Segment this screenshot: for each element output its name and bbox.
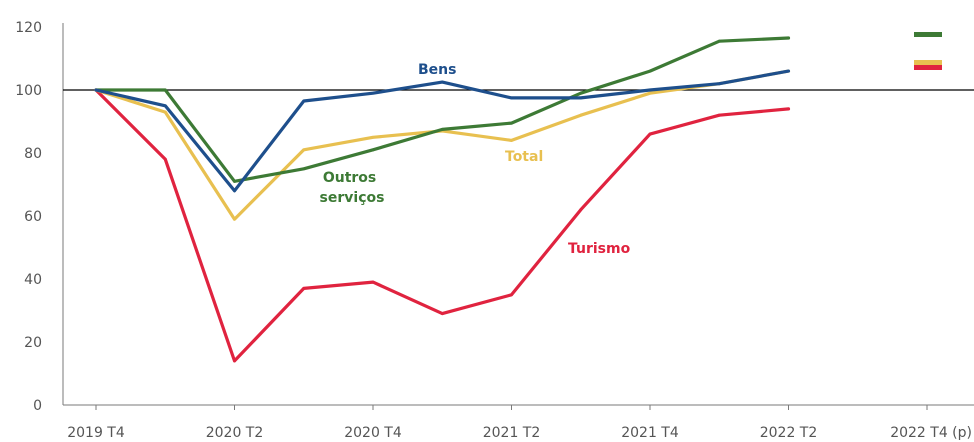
series-line-outros-servi-os: [94, 36, 791, 183]
data-point-turismo: [163, 157, 167, 161]
data-point-outros-servi-os: [510, 121, 513, 125]
data-point-bens: [163, 104, 167, 108]
data-point-turismo: [787, 107, 790, 111]
y-tick-label: 60: [24, 209, 42, 225]
y-tick-label: 0: [33, 398, 42, 414]
data-point-turismo: [233, 359, 236, 363]
data-point-total: [163, 110, 167, 114]
data-point-outros-servi-os: [717, 39, 721, 43]
legend-marker: [914, 60, 942, 65]
data-point-bens: [579, 96, 583, 100]
data-point-turismo: [302, 287, 306, 290]
series-label-turismo: Turismo: [568, 241, 631, 257]
x-tick-label: 2020 T2: [206, 425, 264, 441]
data-point-outros-servi-os: [163, 88, 167, 92]
y-axis: 0 20 40 60 80 100 120: [15, 20, 64, 414]
data-point-bens: [510, 96, 513, 100]
data-point-total: [371, 135, 375, 139]
data-point-turismo: [579, 208, 583, 212]
x-axis: 2019 T4 2020 T2 2020 T4 2021 T2 2021 T4 2022 …: [63, 404, 974, 441]
data-point-total: [648, 91, 652, 95]
y-tick-label: 20: [24, 335, 42, 351]
legend: [914, 32, 942, 70]
data-point-outros-servi-os: [787, 36, 790, 40]
data-point-bens: [302, 99, 306, 103]
legend-marker: [914, 65, 942, 70]
data-point-outros-servi-os: [440, 127, 444, 131]
y-tick-label: 100: [15, 83, 42, 99]
series-label-total: Total: [505, 149, 543, 165]
data-point-turismo: [510, 293, 513, 297]
data-point-bens: [94, 88, 98, 92]
data-point-bens: [787, 69, 790, 73]
data-point-bens: [371, 91, 375, 95]
data-point-bens: [648, 88, 652, 92]
data-point-turismo: [717, 113, 721, 117]
data-point-turismo: [440, 312, 444, 316]
data-point-total: [233, 217, 236, 221]
series-label-outros-servicos: Outros serviços: [320, 170, 385, 206]
data-point-turismo: [648, 132, 652, 136]
data-point-bens: [233, 189, 236, 193]
y-tick-label: 40: [24, 272, 42, 288]
x-tick-label: 2022 T4 (p): [890, 425, 972, 441]
data-point-outros-servi-os: [648, 69, 652, 73]
data-point-turismo: [371, 280, 375, 284]
y-tick-label: 120: [15, 20, 42, 36]
data-point-outros-servi-os: [233, 179, 236, 183]
series-label-bens: Bens: [418, 62, 456, 78]
series-line-total: [94, 69, 791, 221]
data-point-outros-servi-os: [302, 167, 306, 171]
x-tick-label: 2021 T4: [621, 425, 679, 441]
legend-marker: [914, 32, 942, 37]
data-point-outros-servi-os: [579, 91, 583, 95]
x-tick-label: 2020 T4: [344, 425, 402, 441]
data-point-outros-servi-os: [371, 148, 375, 152]
data-point-total: [302, 148, 306, 152]
series-lines: [94, 36, 791, 363]
series-labels: Bens Total Turismo Outros serviços: [320, 62, 631, 257]
data-point-total: [510, 139, 513, 142]
y-tick-label: 80: [24, 146, 42, 162]
data-point-bens: [440, 80, 444, 84]
x-tick-label: 2022 T2: [760, 425, 818, 441]
data-point-bens: [717, 82, 721, 86]
x-tick-label: 2021 T2: [483, 425, 541, 441]
data-point-total: [579, 113, 583, 117]
x-tick-label: 2019 T4: [67, 425, 125, 441]
